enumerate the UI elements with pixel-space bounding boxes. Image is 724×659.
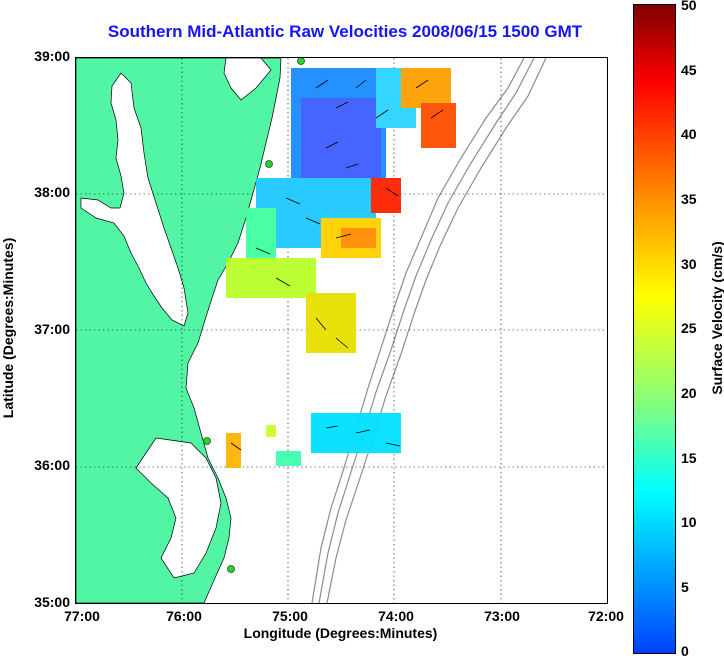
map-plot-area[interactable] — [75, 57, 608, 604]
velocity-patch-yellow2 — [306, 293, 356, 353]
colorbar-label: Surface Velocity (cm/s) — [709, 241, 724, 395]
velocity-patch-orange — [341, 228, 376, 248]
x-tick-label: 77:00 — [64, 608, 100, 624]
chesapeake-bay — [80, 72, 189, 327]
colorbar-gradient — [633, 4, 676, 654]
colorbar-tick: 5 — [681, 579, 689, 595]
colorbar-tick: 25 — [681, 320, 697, 336]
colorbar-tick: 30 — [681, 256, 697, 272]
colorbar-tick: 40 — [681, 126, 697, 142]
colorbar-tick: 10 — [681, 514, 697, 530]
x-tick-label: 72:00 — [588, 608, 624, 624]
y-tick-label: 35:00 — [34, 594, 70, 610]
colorbar-tick: 45 — [681, 62, 697, 78]
velocity-patch-small3 — [276, 451, 301, 466]
velocity-patch-small1 — [226, 433, 241, 468]
velocity-patch-orange3 — [421, 103, 456, 148]
bathymetry-contours — [311, 58, 547, 603]
station-marker — [203, 437, 211, 445]
radar-stations — [203, 58, 305, 573]
colorbar-tick: 15 — [681, 450, 697, 466]
y-axis-label: Latitude (Degrees:Minutes) — [0, 237, 16, 419]
y-tick-label: 39:00 — [34, 48, 70, 64]
x-tick-label: 75:00 — [272, 608, 308, 624]
velocity-patch-orange2 — [401, 68, 451, 108]
y-tick-label: 38:00 — [34, 184, 70, 200]
x-axis-label: Longitude (Degrees:Minutes) — [243, 625, 438, 641]
y-tick-label: 36:00 — [34, 457, 70, 473]
velocity-field — [226, 68, 456, 468]
colorbar-tick: 50 — [681, 0, 697, 13]
velocity-patch-small2 — [266, 425, 276, 437]
velocity-patch-lime — [226, 258, 316, 298]
map-svg — [76, 58, 607, 603]
station-marker — [297, 58, 305, 65]
station-marker — [265, 160, 273, 168]
station-marker — [227, 565, 235, 573]
x-tick-label: 74:00 — [378, 608, 414, 624]
colorbar-tick: 20 — [681, 385, 697, 401]
y-tick-label: 37:00 — [34, 321, 70, 337]
velocity-patch-red — [371, 178, 401, 213]
delaware-bay — [223, 58, 272, 101]
velocity-patch-deepblue — [301, 98, 381, 188]
x-tick-label: 76:00 — [166, 608, 202, 624]
colorbar-tick: 0 — [681, 643, 689, 659]
pamlico-sound — [135, 437, 222, 579]
map-title: Southern Mid-Atlantic Raw Velocities 200… — [107, 22, 583, 41]
x-tick-label: 73:00 — [484, 608, 520, 624]
colorbar-tick: 35 — [681, 191, 697, 207]
velocity-vectors — [230, 79, 444, 451]
